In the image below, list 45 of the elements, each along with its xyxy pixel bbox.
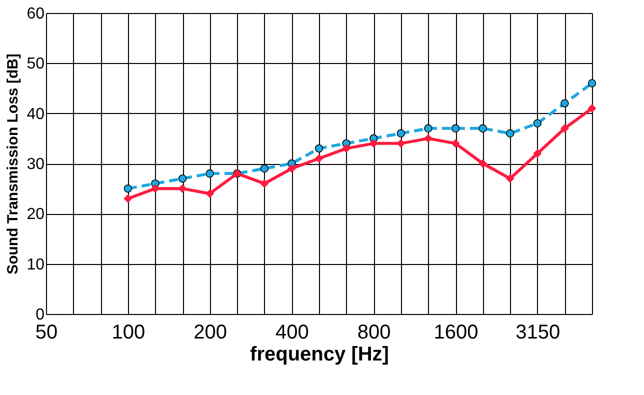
point [478,159,487,168]
y-tick-label: 20 [26,206,45,224]
point [478,124,487,132]
point [369,139,378,148]
point [206,169,214,178]
x-tick-label: 1600 [434,322,478,344]
point [451,139,460,148]
point [533,149,542,158]
point [451,124,460,132]
point [396,139,406,148]
y-tick-label: 50 [26,56,45,73]
point [260,179,269,188]
point [178,184,187,193]
y-tick-label: 40 [26,106,45,123]
point [424,124,432,132]
x-tick-label: 100 [112,322,146,344]
point [124,184,132,193]
y-tick-label: 0 [36,306,45,324]
point [124,194,132,203]
y-tick-label: 10 [26,256,45,274]
y-tick-label: 30 [26,156,45,173]
x-tick-label: 400 [276,322,309,344]
point [314,144,324,153]
point [151,184,160,193]
y-tick-label: 60 [26,6,45,22]
point [178,174,187,183]
x-tick-label: 200 [194,322,227,344]
point [506,129,514,138]
point [588,79,596,88]
point [342,144,350,153]
point [560,99,569,108]
point [560,124,569,132]
point [396,129,406,138]
point [588,104,596,112]
point [260,164,269,173]
point [288,164,296,173]
point [506,174,514,183]
point [533,119,542,128]
point [424,134,432,143]
y-axis-title: Sound Transmission Loss [dB] [4,54,22,274]
x-tick-label: 3150 [516,322,560,344]
x-tick-label: 800 [357,322,391,344]
x-axis-title: frequency [Hz] [250,344,389,366]
point [206,189,214,198]
point [314,154,324,163]
